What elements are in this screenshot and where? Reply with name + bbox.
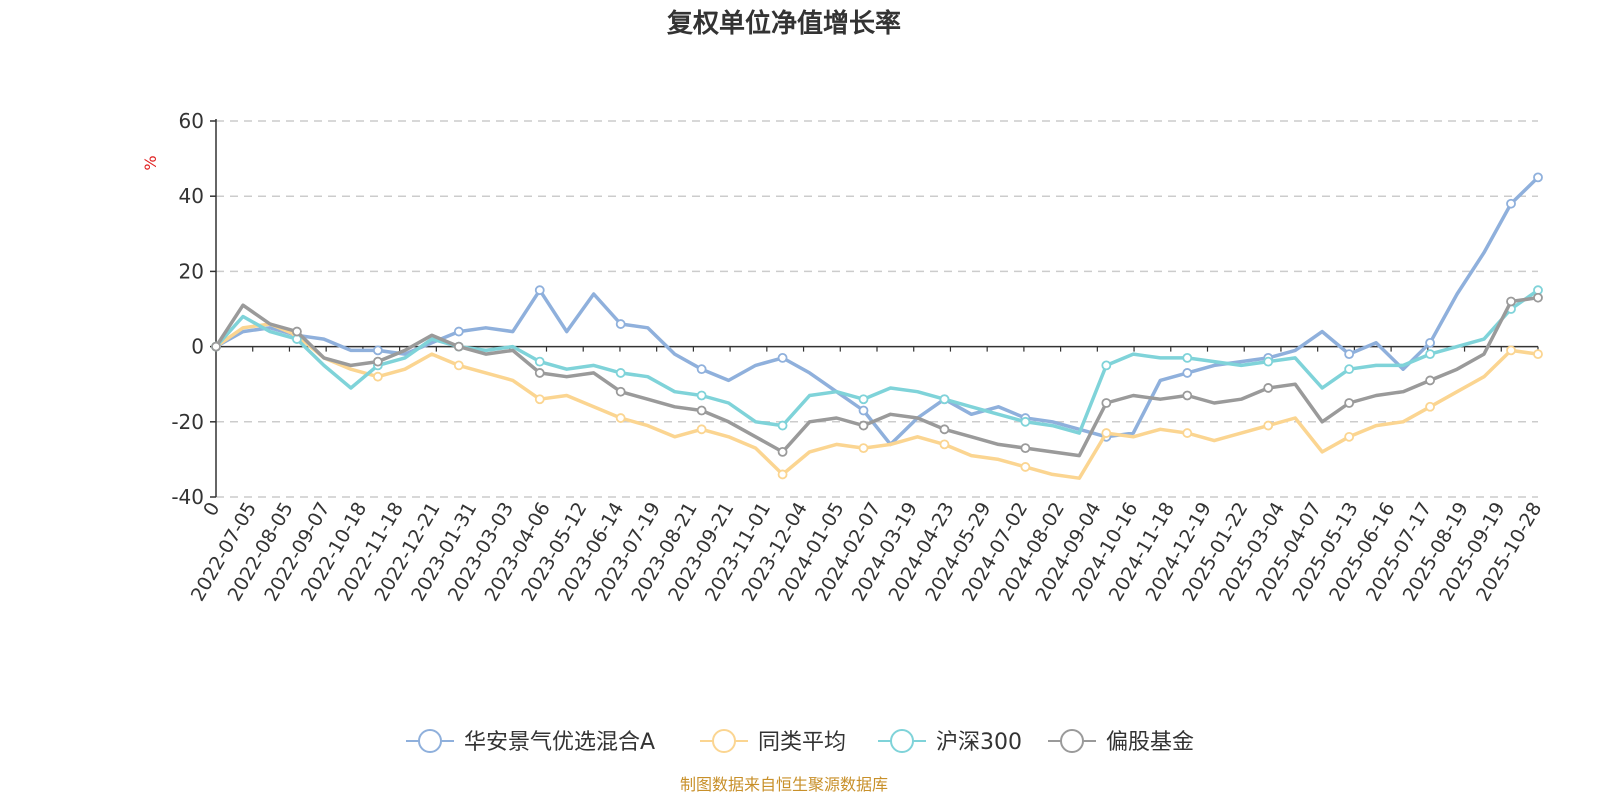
series-line-1 <box>215 322 1539 480</box>
series-point-1 <box>1344 431 1355 442</box>
series-point-3 <box>1263 383 1274 393</box>
series-point-1 <box>1506 345 1516 356</box>
legend-label: 华安景气优选混合A <box>464 730 655 755</box>
x-axis-ticks: 02022-07-052022-08-052022-09-072022-10-1… <box>187 346 1546 605</box>
series-point-0 <box>615 319 626 329</box>
series-point-0 <box>777 352 788 363</box>
series-point-0 <box>1425 337 1435 348</box>
x-tick-label: 0 <box>199 499 224 520</box>
series-line-3 <box>214 295 1539 458</box>
series-point-0 <box>696 364 707 375</box>
series-point-3 <box>453 341 464 352</box>
legend[interactable]: 华安景气优选混合A 同类平均 沪深300 偏股基金 <box>406 729 1194 755</box>
y-tick-label: 40 <box>179 184 204 208</box>
series-point-1 <box>453 360 464 371</box>
series-point-3 <box>777 446 788 457</box>
legend-marker <box>712 729 736 753</box>
series-point-3 <box>372 356 383 367</box>
legend-marker <box>1060 729 1084 753</box>
legend-item-0[interactable]: 华安景气优选混合A <box>406 729 655 755</box>
series-lines <box>211 172 1543 480</box>
chart-title: 复权单位净值增长率 <box>667 8 901 39</box>
legend-item-3[interactable]: 偏股基金 <box>1048 729 1194 755</box>
y-tick-label: -20 <box>171 410 204 434</box>
series-point-0 <box>534 285 545 296</box>
series-point-3 <box>292 326 302 337</box>
y-tick-label: -40 <box>171 485 204 509</box>
series-point-2 <box>1425 349 1435 360</box>
series-point-1 <box>939 439 950 450</box>
series-line-2 <box>214 288 1539 435</box>
series-point-3 <box>534 368 545 378</box>
series-point-3 <box>696 405 707 416</box>
series-point-1 <box>858 443 869 454</box>
legend-marker <box>418 729 442 753</box>
series-point-0 <box>1506 198 1516 209</box>
series-point-0 <box>372 345 383 356</box>
series-point-1 <box>777 469 788 480</box>
series-point-3 <box>939 424 950 435</box>
legend-item-1[interactable]: 同类平均 <box>700 729 846 755</box>
series-point-3 <box>858 420 869 431</box>
series-point-0 <box>1344 349 1355 360</box>
series-point-1 <box>1182 428 1193 438</box>
legend-marker <box>890 729 914 753</box>
series-point-2 <box>777 420 788 431</box>
series-point-1 <box>1533 349 1543 360</box>
series-point-1 <box>1263 420 1274 431</box>
series-point-2 <box>1182 352 1193 363</box>
series-point-3 <box>1533 292 1543 303</box>
legend-item-2[interactable]: 沪深300 <box>878 729 1022 755</box>
series-point-3 <box>1182 390 1193 401</box>
series-point-2 <box>939 394 950 405</box>
series-point-2 <box>858 394 869 405</box>
series-point-3 <box>1020 443 1031 454</box>
y-tick-label: 0 <box>191 335 204 359</box>
series-line-0 <box>215 176 1540 447</box>
y-tick-label: 20 <box>179 259 204 283</box>
legend-label: 同类平均 <box>758 730 846 755</box>
series-point-3 <box>1344 398 1355 408</box>
series-point-1 <box>1101 428 1112 438</box>
series-point-1 <box>696 424 707 435</box>
series-point-2 <box>534 356 545 367</box>
series-point-0 <box>858 405 869 416</box>
series-point-2 <box>1101 360 1112 371</box>
series-point-3 <box>211 341 221 352</box>
series-point-3 <box>1506 296 1516 307</box>
series-point-2 <box>1263 356 1274 367</box>
series-point-0 <box>1182 368 1193 378</box>
series-point-0 <box>1533 172 1543 183</box>
series-point-1 <box>372 371 383 382</box>
series-point-2 <box>615 368 626 378</box>
series-point-0 <box>453 326 464 337</box>
series-point-3 <box>1425 375 1435 386</box>
series-point-2 <box>1344 364 1355 375</box>
series-point-3 <box>615 386 626 397</box>
series-point-1 <box>534 394 545 405</box>
legend-label: 偏股基金 <box>1106 730 1194 755</box>
y-tick-label: 60 <box>179 109 204 133</box>
data-source-note: 制图数据来自恒生聚源数据库 <box>680 775 888 794</box>
series-point-1 <box>1425 401 1435 412</box>
series-point-1 <box>1020 462 1031 472</box>
y-axis-unit: % <box>141 155 160 170</box>
series-point-1 <box>615 413 626 423</box>
series-point-2 <box>1020 416 1031 427</box>
y-axis-ticks: -40 -20 0 20 40 60 <box>171 109 216 509</box>
series-point-2 <box>696 390 707 401</box>
legend-label: 沪深300 <box>936 730 1022 755</box>
series-point-3 <box>1101 398 1112 408</box>
